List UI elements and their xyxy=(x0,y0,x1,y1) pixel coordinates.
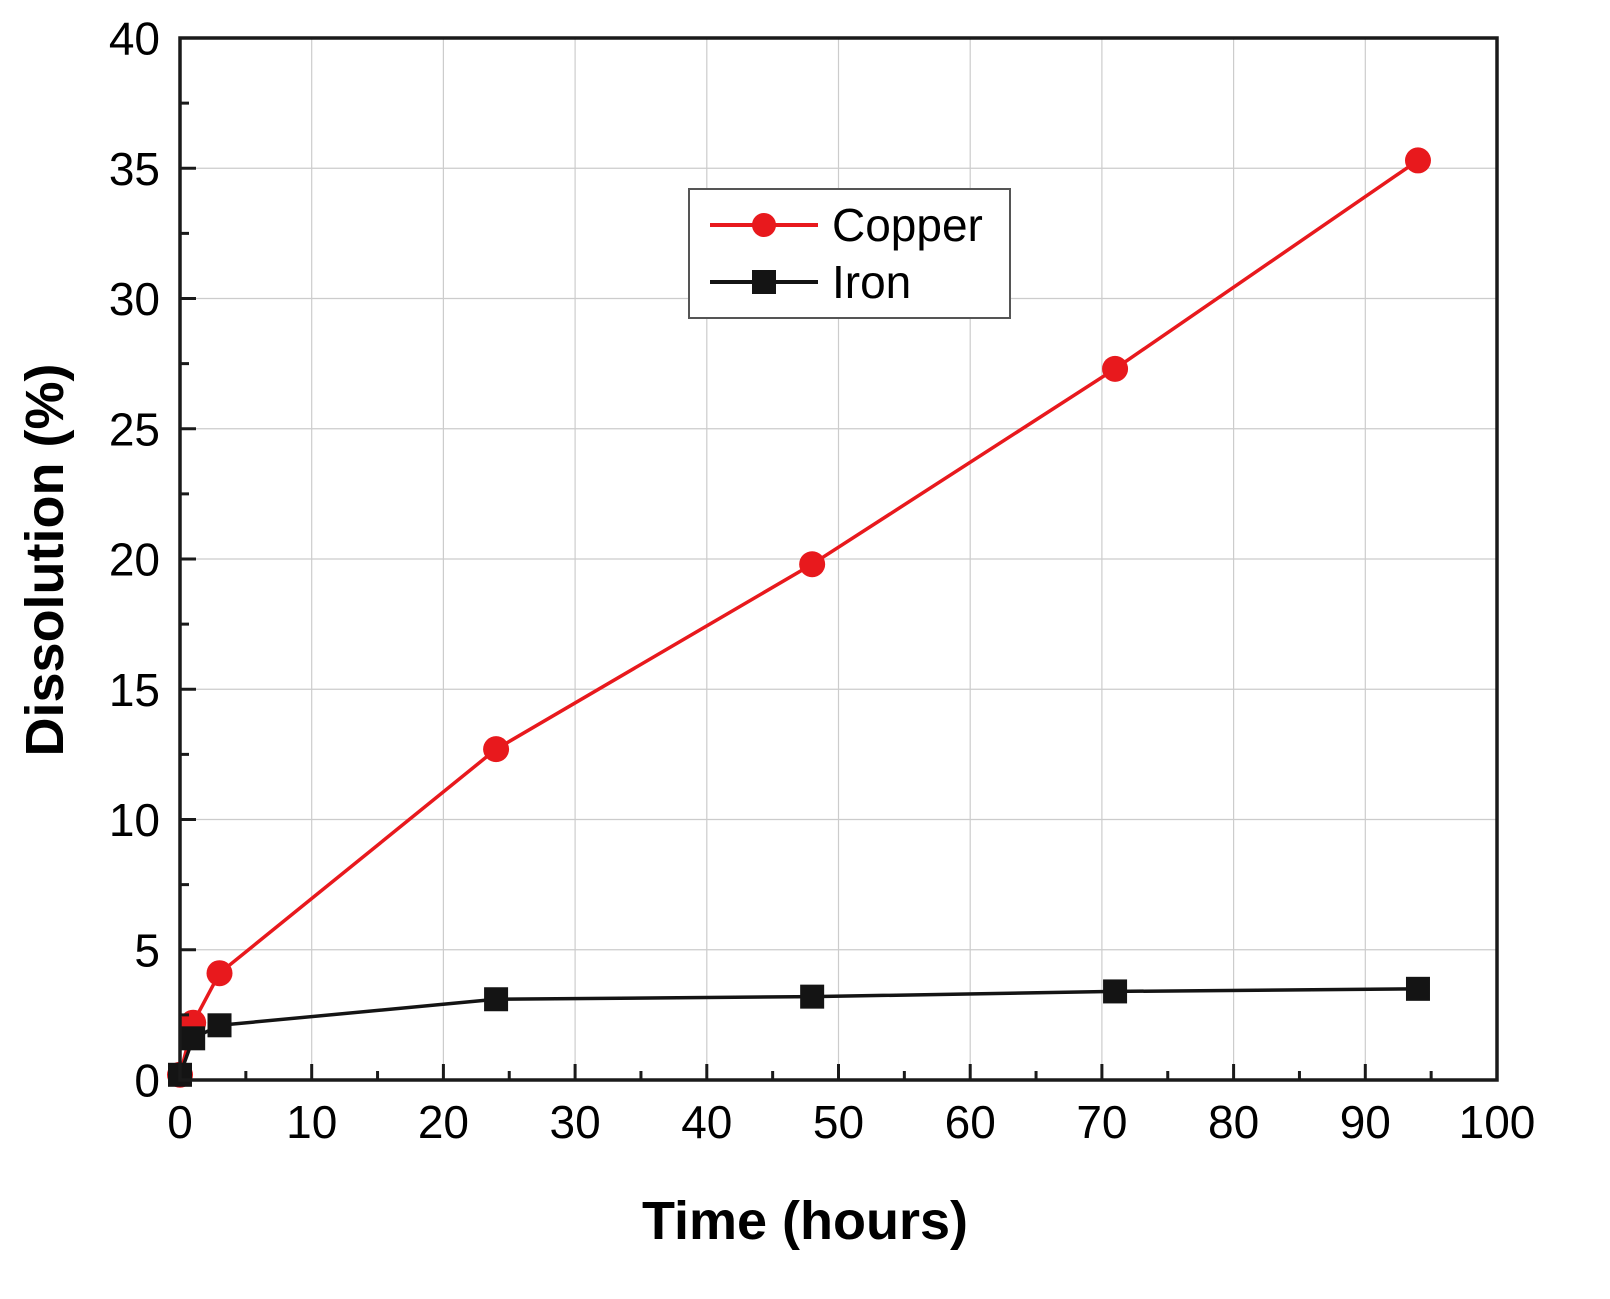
iron-point xyxy=(484,987,509,1012)
y-tick-label: 5 xyxy=(134,924,160,976)
x-axis-label: Time (hours) xyxy=(641,1191,969,1251)
chart-legend: Copper Iron xyxy=(688,188,1011,320)
y-tick-label: 10 xyxy=(109,794,160,846)
legend-item-iron: Iron xyxy=(710,255,983,308)
y-tick-label: 30 xyxy=(109,273,160,325)
copper-point xyxy=(483,736,510,763)
x-tick-label: 70 xyxy=(1076,1096,1127,1148)
x-tick-label: 50 xyxy=(813,1096,864,1148)
iron-point xyxy=(181,1026,206,1051)
axis-ticks xyxy=(178,36,1499,1082)
iron-point xyxy=(207,1013,232,1038)
x-tick-label: 100 xyxy=(1459,1096,1536,1148)
copper-point xyxy=(1404,147,1431,174)
iron-line-sample xyxy=(710,267,818,297)
y-axis-label: Dissolution (%) xyxy=(15,363,75,757)
iron-point xyxy=(1405,976,1430,1001)
legend-label-iron: Iron xyxy=(832,255,912,308)
copper-circle-marker-icon xyxy=(752,213,776,238)
x-tick-label: 10 xyxy=(286,1096,337,1148)
x-tick-label: 0 xyxy=(167,1096,193,1148)
copper-point xyxy=(206,960,233,987)
y-tick-label: 40 xyxy=(109,13,160,65)
copper-line-sample xyxy=(710,210,818,240)
y-tick-label: 20 xyxy=(109,534,160,586)
x-tick-label: 20 xyxy=(418,1096,469,1148)
iron-point xyxy=(1103,979,1128,1004)
legend-item-copper: Copper xyxy=(710,200,983,251)
x-tick-label: 30 xyxy=(550,1096,601,1148)
y-tick-label: 25 xyxy=(109,403,160,455)
tick-labels: 0 10 20 30 40 50 60 70 80 90 100 0 5 10 15 20 25 30 35 40 xyxy=(109,13,1536,1148)
iron-square-marker-icon xyxy=(752,269,776,294)
legend-label-copper: Copper xyxy=(832,199,983,251)
y-tick-label: 35 xyxy=(109,143,160,195)
x-tick-label: 90 xyxy=(1340,1096,1391,1148)
x-tick-label: 60 xyxy=(945,1096,996,1148)
y-tick-label: 15 xyxy=(109,664,160,716)
x-tick-label: 40 xyxy=(681,1096,732,1148)
iron-point xyxy=(800,984,825,1009)
copper-point xyxy=(799,551,826,578)
copper-point xyxy=(1102,355,1129,382)
iron-series xyxy=(168,976,1430,1087)
x-tick-label: 80 xyxy=(1208,1096,1259,1148)
y-tick-label: 0 xyxy=(134,1055,160,1107)
